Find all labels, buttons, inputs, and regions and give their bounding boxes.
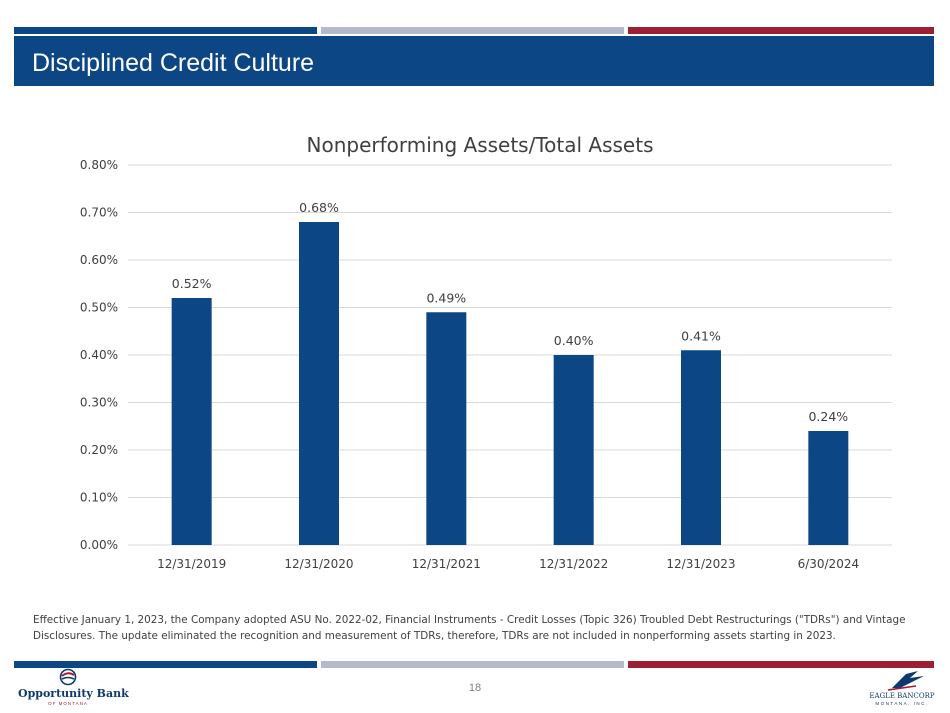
x-tick-label: 12/31/2021 — [412, 557, 481, 571]
page-title: Disciplined Credit Culture — [32, 49, 315, 77]
bar — [681, 350, 721, 545]
data-label: 0.41% — [681, 328, 721, 343]
bars — [171, 222, 849, 545]
eagle-logo-icon — [887, 671, 924, 691]
bar — [553, 355, 594, 545]
left-logo-name: Opportunity Bank — [18, 687, 129, 700]
y-tick-label: 0.40% — [80, 348, 118, 362]
top-stripe-navy — [14, 27, 317, 34]
right-logo-name: EAGLE BANCORP — [869, 692, 935, 700]
data-label: 0.49% — [426, 290, 466, 305]
y-tick-label: 0.60% — [80, 253, 118, 267]
right-logo-sub: MONTANA, INC. — [875, 701, 929, 706]
y-tick-label: 0.10% — [80, 491, 118, 505]
x-tick-label: 12/31/2022 — [539, 557, 608, 571]
bar — [808, 431, 849, 545]
y-tick-label: 0.20% — [80, 443, 118, 457]
chart-title: Nonperforming Assets/Total Assets — [307, 133, 654, 157]
bar — [426, 312, 467, 545]
nonperforming-assets-chart: Nonperforming Assets/Total Assets 0.00%0… — [80, 133, 892, 571]
x-tick-label: 12/31/2020 — [284, 557, 353, 571]
gridlines — [128, 164, 892, 546]
left-logo-sub: OF MONTANA — [48, 701, 88, 706]
y-tick-label: 0.80% — [80, 158, 118, 172]
bottom-stripe-navy — [14, 661, 317, 668]
top-stripe-grey — [321, 27, 624, 34]
y-tick-label: 0.70% — [80, 206, 118, 220]
x-tick-label: 6/30/2024 — [798, 557, 860, 571]
top-stripe-red — [628, 27, 934, 34]
data-labels: 0.52% 0.68% 0.49% 0.40% 0.41% 0.24% — [172, 200, 848, 424]
y-tick-label: 0.50% — [80, 301, 118, 315]
x-tick-label: 12/31/2023 — [666, 557, 735, 571]
bottom-stripe-red — [628, 661, 934, 668]
eagle-bancorp-logo: EAGLE BANCORP MONTANA, INC. — [866, 668, 938, 710]
bar — [171, 298, 212, 545]
y-axis-ticks: 0.00% 0.10% 0.20% 0.30% 0.40% 0.50% 0.60% 0.70%… — [80, 158, 118, 552]
x-tick-label: 12/31/2019 — [157, 557, 226, 571]
data-label: 0.68% — [299, 200, 339, 215]
page-number: 18 — [468, 682, 482, 694]
bar — [299, 222, 339, 545]
title-bar: Disciplined Credit Culture — [14, 36, 934, 86]
y-tick-label: 0.30% — [80, 396, 118, 410]
data-label: 0.40% — [554, 333, 594, 348]
footnote: Effective January 1, 2023, the Company a… — [33, 614, 906, 642]
data-label: 0.24% — [808, 409, 848, 424]
y-tick-label: 0.00% — [80, 538, 118, 552]
data-label: 0.52% — [172, 276, 212, 291]
bottom-stripe-grey — [321, 661, 624, 668]
x-axis-ticks: 12/31/2019 12/31/2020 12/31/2021 12/31/2022… — [157, 557, 859, 571]
opportunity-bank-logo-icon — [59, 668, 77, 686]
opportunity-bank-logo: Opportunity Bank OF MONTANA — [18, 668, 129, 710]
